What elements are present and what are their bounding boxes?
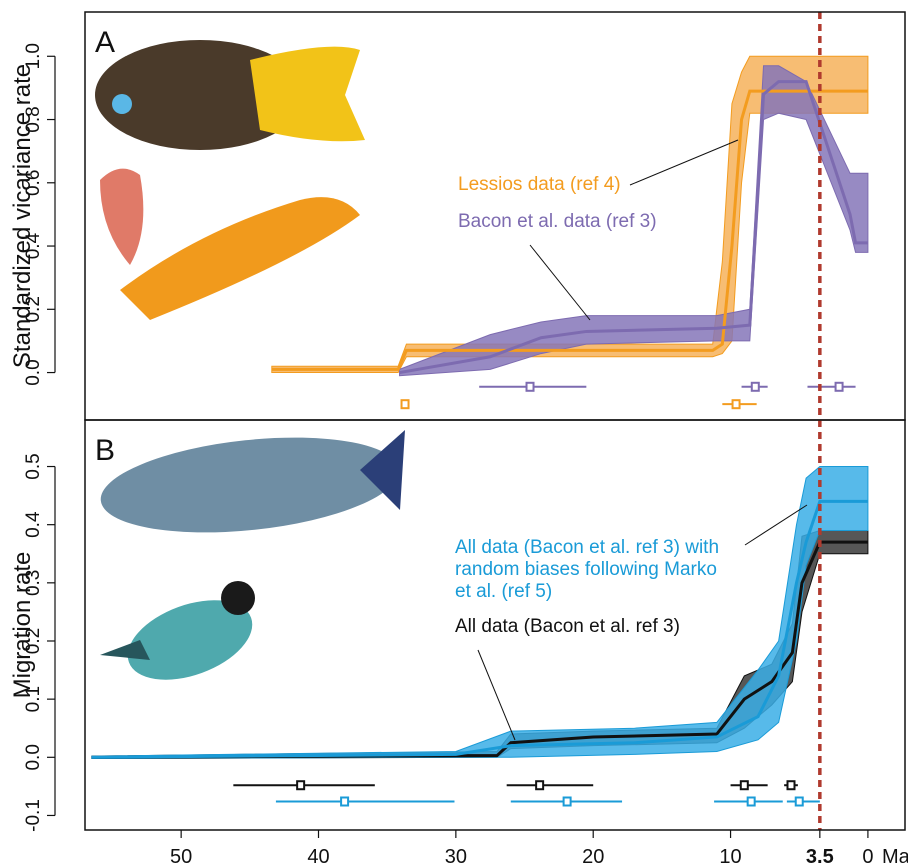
series-annotation: All data (Bacon et al. ref 3) with [455, 537, 719, 558]
fish-eye [112, 94, 132, 114]
confidence-band [91, 466, 869, 759]
interval-point [731, 399, 741, 410]
y-tick-label: 0.3 [23, 570, 44, 596]
interval-point [786, 780, 796, 791]
panel-frame [84, 419, 906, 831]
y-tick-label: 0.1 [23, 686, 44, 712]
bird-tail [100, 640, 150, 660]
series-annotation: et al. (ref 5) [455, 581, 552, 602]
x-tick-label: 3.5 [806, 846, 834, 868]
series-annotation: Bacon et al. data (ref 3) [458, 211, 657, 232]
rate-line [399, 80, 868, 375]
rate-line [91, 499, 868, 759]
y-tick-label: 0.2 [23, 628, 44, 654]
y-tick-label: 0.4 [23, 232, 44, 259]
annotation-leader [629, 139, 739, 186]
plot-area [91, 466, 869, 759]
y-tick-label: 0.8 [23, 106, 44, 132]
grouper [100, 437, 400, 533]
x-axis-label: Ma [882, 846, 908, 868]
x-tick-label: 30 [445, 846, 467, 868]
interval-point [296, 780, 306, 791]
x-tick-label: 40 [307, 846, 329, 868]
shell [100, 168, 144, 265]
fish-tail [250, 46, 365, 142]
series-annotation: Lessios data (ref 4) [458, 174, 621, 195]
series-annotation: random biases following Marko [455, 559, 717, 580]
y-tick-label: -0.1 [23, 799, 44, 832]
x-tick-label: 20 [582, 846, 604, 868]
annotation-leader [477, 649, 516, 741]
interval-point [794, 796, 804, 807]
plot-area [271, 55, 869, 377]
x-tick-label: 50 [170, 846, 192, 868]
interval-point [750, 381, 760, 392]
x-tick-label: 0 [862, 846, 873, 868]
grouper-tail [360, 430, 405, 510]
y-tick-label: 0.0 [23, 359, 44, 385]
y-tick-label: 0.6 [23, 170, 44, 196]
x-tick-label: 10 [719, 846, 741, 868]
interval-point [525, 381, 535, 392]
interval-point [535, 780, 545, 791]
interval-point [562, 796, 572, 807]
y-tick-label: 0.2 [23, 296, 44, 322]
y-tick-label: 0.5 [23, 453, 44, 479]
annotation-leader [529, 244, 591, 321]
y-axis-label: Standardized vicariance rate [9, 64, 36, 368]
bird-head [221, 581, 255, 615]
interval-point [340, 796, 350, 807]
y-axis-label: Migration rate [9, 552, 36, 699]
interval-point [739, 780, 749, 791]
confidence-band [271, 55, 869, 374]
series-annotation: All data (Bacon et al. ref 3) [455, 616, 680, 637]
panel-letter: A [95, 26, 115, 59]
interval-point [746, 796, 756, 807]
rate-line [271, 89, 868, 371]
shrimp [120, 197, 360, 320]
annotation-leader [744, 504, 808, 546]
interval-point [834, 381, 844, 392]
y-tick-label: 0.0 [23, 744, 44, 770]
y-tick-label: 0.4 [23, 511, 44, 538]
illustrations [95, 40, 405, 680]
y-tick-label: 1.0 [23, 43, 44, 69]
interval-point [400, 399, 410, 410]
bird [127, 600, 253, 680]
panel-letter: B [95, 434, 115, 467]
